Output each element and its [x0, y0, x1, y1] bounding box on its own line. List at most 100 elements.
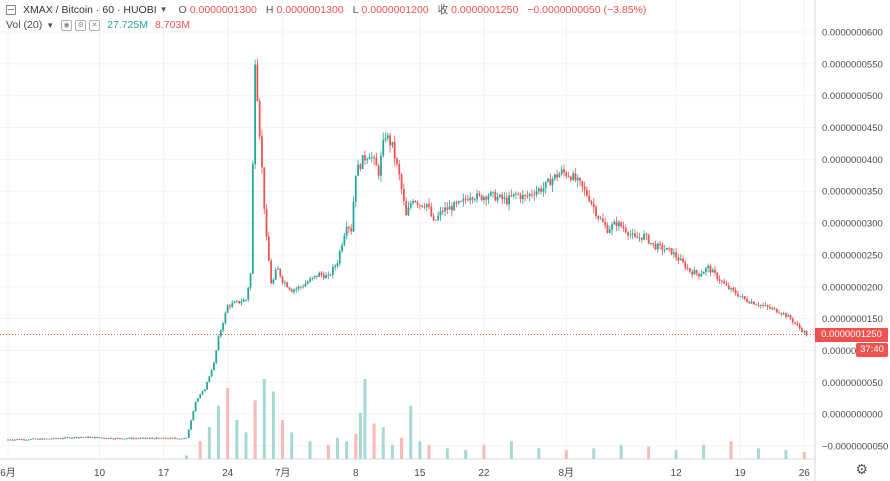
candle-body [517, 193, 520, 195]
symbol-title[interactable]: XMAX / Bitcoin · 60 · HUOBI [23, 3, 157, 16]
volume-bar [363, 379, 367, 459]
volume-indicator-label[interactable]: Vol (20) [6, 19, 43, 31]
change-value: −0.0000000050 (−3.85%) [527, 3, 647, 16]
candle-body [293, 289, 295, 292]
candle-body [219, 330, 222, 337]
candle-body [39, 438, 41, 440]
chevron-down-icon[interactable]: ▼ [159, 5, 168, 14]
volume-bar [244, 432, 248, 459]
candle-body [103, 437, 105, 439]
candle-body [222, 323, 224, 331]
candle-body [13, 439, 16, 441]
candle-body [503, 197, 506, 200]
candle-body [489, 191, 492, 196]
candle-body [462, 198, 465, 202]
y-tick-label: 0.0000000300 [822, 219, 883, 230]
candle-body [167, 438, 170, 440]
volume-bar [647, 446, 651, 459]
candle-body [334, 265, 337, 267]
candle-body [670, 248, 673, 255]
volume-bar [702, 444, 706, 459]
candle-body [684, 262, 687, 269]
candle-body [636, 236, 639, 239]
candle-body [659, 243, 662, 246]
candle-body [254, 64, 257, 165]
candle-body [734, 290, 737, 294]
candle-body [725, 283, 728, 286]
candle-body [460, 201, 462, 203]
candle-body [352, 201, 355, 232]
eye-icon[interactable]: ◉ [61, 19, 73, 31]
candle-body [720, 280, 723, 282]
candle-body [94, 437, 96, 439]
candle-body [389, 135, 392, 146]
candle-body [771, 308, 774, 310]
gear-icon[interactable]: ⚙ [855, 461, 868, 477]
candle-body [194, 401, 197, 412]
candle-body [526, 195, 529, 197]
candle-body [366, 159, 369, 161]
candle-body [746, 299, 748, 302]
candle-body [313, 275, 316, 278]
candle-body [643, 233, 645, 240]
candle-body [805, 331, 808, 335]
candle-body [448, 206, 451, 210]
collapse-icon[interactable] [6, 4, 16, 15]
candle-body [91, 437, 94, 438]
candle-body [210, 370, 213, 377]
chevron-down-icon[interactable]: ▼ [46, 20, 55, 30]
candle-body [508, 195, 510, 205]
candle-body [386, 135, 389, 139]
candle-body [547, 178, 549, 182]
candle-body [270, 260, 273, 284]
low-value: 0.0000001200 [361, 3, 429, 16]
candle-body [59, 438, 62, 440]
candle-body [295, 288, 298, 290]
candle-body [707, 265, 710, 269]
settings-icon[interactable]: ⚙ [75, 19, 87, 31]
candle-body [512, 193, 515, 197]
volume-bar [354, 434, 358, 459]
candle-body [208, 376, 211, 383]
candle-body [396, 158, 398, 164]
candle-body [494, 191, 497, 201]
candle-body [57, 438, 60, 440]
candle-body [41, 438, 44, 440]
candle-body [128, 437, 131, 439]
candle-body [265, 208, 268, 237]
candle-body [515, 193, 517, 195]
candle-body [467, 199, 469, 201]
volume-bar [226, 387, 230, 459]
high-value: 0.0000001300 [276, 3, 344, 16]
candle-body [762, 305, 764, 306]
candle-body [98, 437, 101, 439]
candle-body [753, 301, 755, 305]
candle-body [384, 138, 387, 140]
y-tick-label: 0.0000000250 [822, 250, 883, 261]
candle-body [105, 438, 108, 440]
volume-bar [281, 419, 285, 459]
candle-body [55, 437, 57, 439]
candle-body [492, 191, 494, 193]
candle-body [34, 438, 37, 440]
candle-body [574, 173, 577, 181]
volume-bar [802, 451, 806, 459]
volume-bar [619, 444, 623, 459]
volume-bar [253, 400, 257, 459]
volume-bar [235, 419, 239, 459]
candle-body [178, 438, 181, 440]
candle-body [736, 293, 739, 297]
candle-body [730, 287, 732, 289]
candle-body [634, 233, 636, 237]
candle-body [748, 301, 751, 304]
y-tick-label: 0.0000000400 [822, 155, 883, 166]
candle-body [146, 438, 149, 440]
close-icon[interactable]: ✕ [89, 19, 101, 31]
candle-body [338, 251, 341, 264]
candle-body [551, 178, 554, 186]
volume-bar [184, 455, 188, 459]
candle-body [192, 411, 195, 421]
candle-body [27, 439, 30, 441]
